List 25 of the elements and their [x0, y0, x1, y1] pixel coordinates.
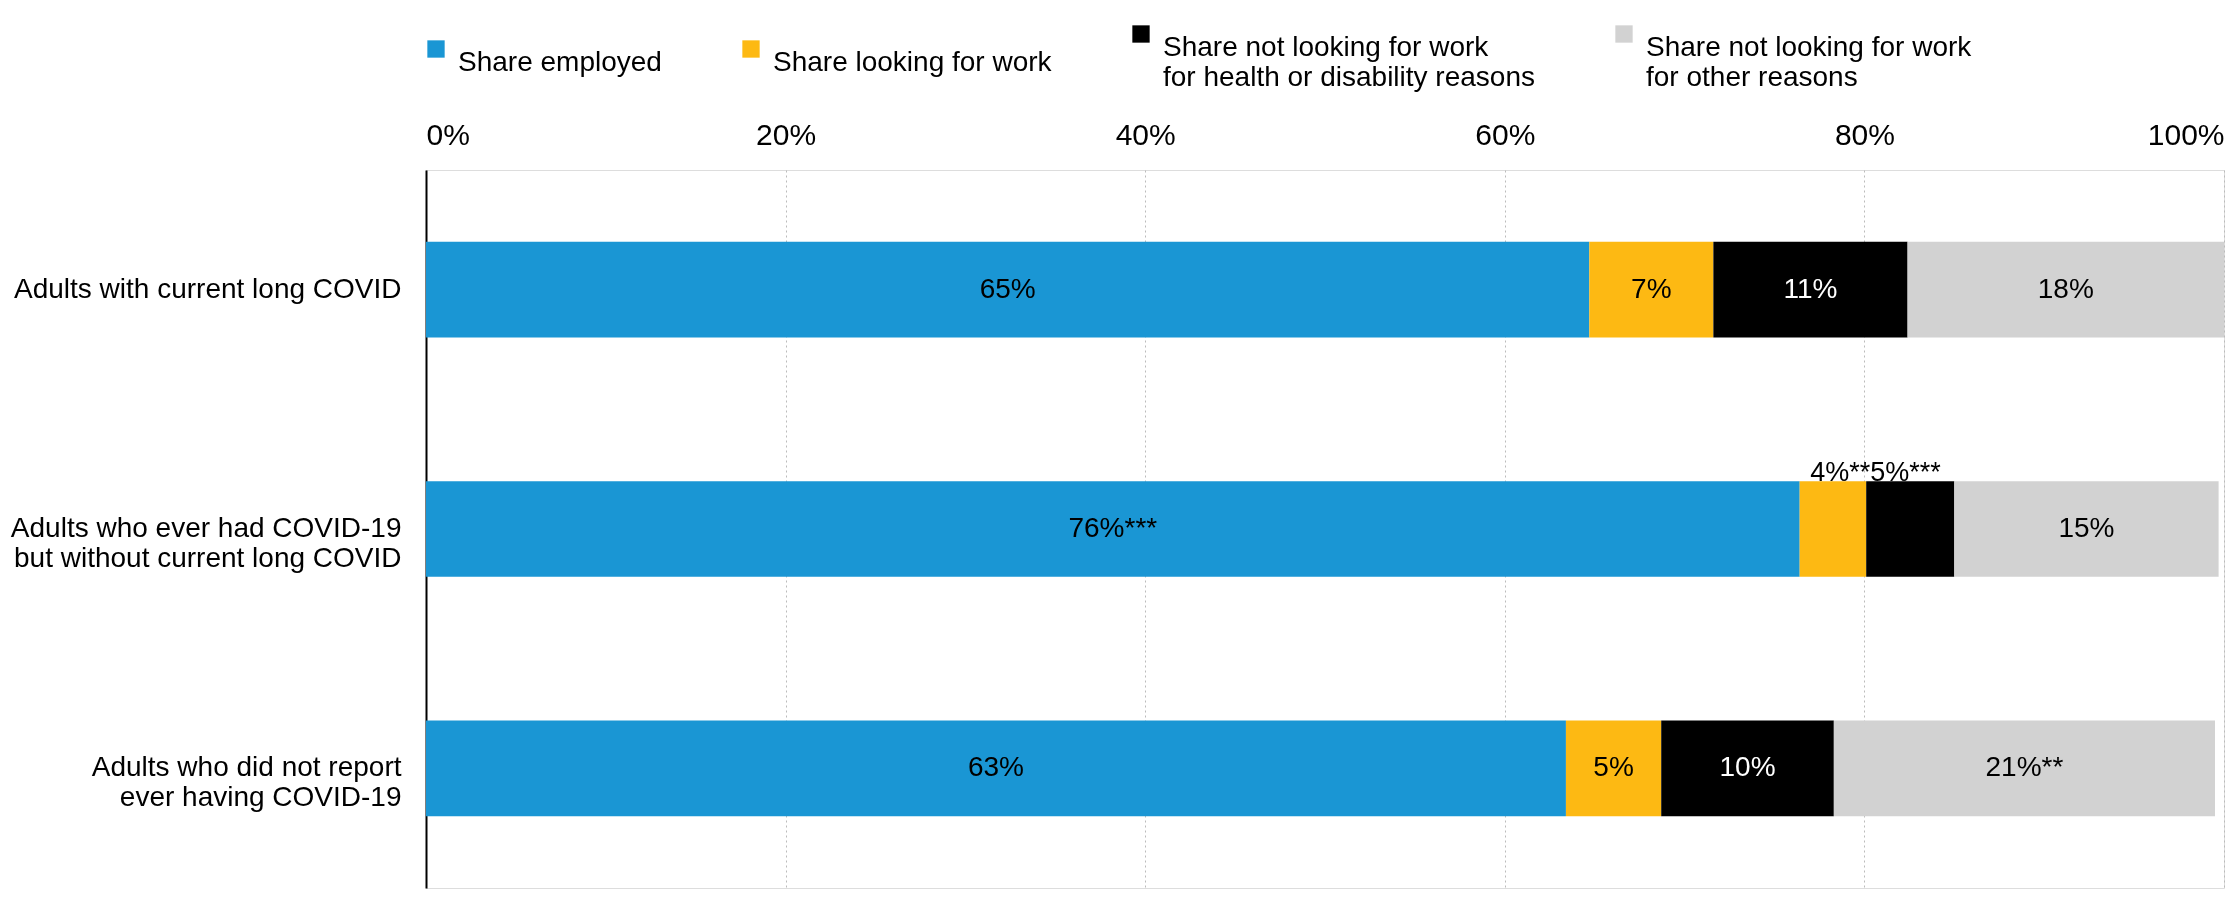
- data-label: 76%***: [1068, 512, 1158, 543]
- data-label: 4%**: [1810, 457, 1871, 487]
- data-label: 18%: [2037, 272, 2094, 304]
- data-label: 63%: [967, 751, 1024, 783]
- data-label: 11%: [1783, 272, 1838, 304]
- y-tick-label: Adults who did not report ever having COVID-19: [91, 751, 402, 813]
- data-label: 21%**: [1985, 751, 2064, 783]
- y-tick-label: Adults who ever had COVID-19 but without current long COVID: [10, 512, 402, 573]
- legend-label: Share looking for work: [773, 46, 1053, 77]
- x-tick-label: 0%: [426, 117, 470, 151]
- data-label: 10%: [1719, 751, 1776, 783]
- x-tick-label: 100%: [2147, 117, 2225, 151]
- x-tick-label: 40%: [1115, 117, 1176, 151]
- x-tick-label: 80%: [1834, 117, 1895, 151]
- x-tick-label: 60%: [1475, 117, 1536, 151]
- data-label: 65%: [979, 272, 1036, 304]
- data-label: 7%: [1631, 272, 1672, 304]
- data-label: 15%: [2058, 512, 2115, 543]
- y-tick-label: Adults with current long COVID: [14, 272, 402, 304]
- legend-label: Share not looking for work for health or disability reasons: [1163, 31, 1535, 92]
- data-label: 5%***: [1870, 457, 1942, 487]
- legend-label: Share employed: [458, 46, 662, 77]
- data-label: 5%: [1593, 751, 1634, 783]
- legend-label: Share not looking for work for other reasons: [1646, 31, 1973, 92]
- x-tick-label: 20%: [756, 117, 817, 151]
